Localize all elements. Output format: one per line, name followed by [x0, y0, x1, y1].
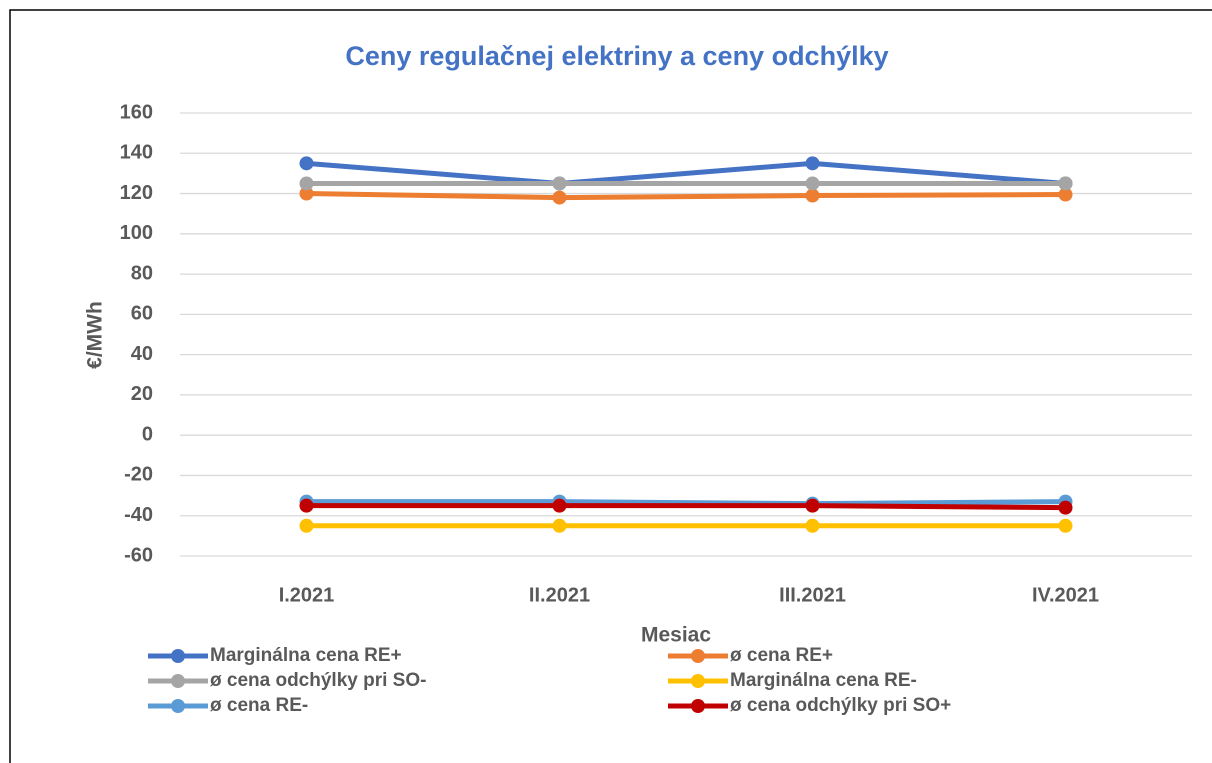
point: [552, 176, 567, 191]
point: [805, 188, 820, 203]
y-tick-label: -60: [124, 544, 153, 566]
point: [552, 190, 567, 205]
legend-label: ø cena odchýlky pri SO-: [210, 670, 426, 691]
legend-marker: [691, 699, 705, 713]
point: [1058, 187, 1073, 202]
x-tick-label: III.2021: [779, 584, 846, 606]
series-line: [306, 191, 1066, 201]
point: [299, 176, 314, 191]
legend-label: ø cena RE-: [210, 695, 308, 716]
point: [1058, 500, 1073, 515]
legend-marker: [171, 699, 185, 713]
point: [1058, 176, 1073, 191]
x-axis-label: Mesiac: [641, 624, 711, 647]
legend-marker: [691, 674, 705, 688]
y-tick-label: -40: [124, 504, 153, 526]
y-tick-label: 20: [131, 383, 153, 405]
point: [299, 518, 314, 533]
point: [552, 498, 567, 513]
legend-marker: [171, 649, 185, 663]
y-tick-label: 60: [131, 303, 153, 325]
y-tick-label: -20: [124, 464, 153, 486]
point: [805, 498, 820, 513]
point: [805, 176, 820, 191]
y-tick-label: 0: [142, 423, 153, 445]
y-tick-label: 80: [131, 262, 153, 284]
point: [805, 518, 820, 533]
y-tick-label: 160: [120, 101, 153, 123]
y-tick-label: 100: [120, 222, 153, 244]
y-tick-label: 140: [120, 142, 153, 164]
x-tick-label: IV.2021: [1032, 584, 1099, 606]
series-line: [306, 499, 1066, 507]
y-tick-label: 120: [120, 182, 153, 204]
point: [299, 156, 314, 171]
chart-title: Ceny regulačnej elektriny a ceny odchýlk…: [345, 41, 888, 71]
point: [1058, 518, 1073, 533]
y-axis-label: €/MWh: [84, 301, 107, 369]
series-line: [306, 160, 1066, 186]
legend-label: ø cena RE+: [730, 645, 833, 666]
legend-marker: [171, 674, 185, 688]
legend-label: Marginálna cena RE-: [730, 670, 917, 691]
point: [805, 156, 820, 171]
legend-marker: [691, 649, 705, 663]
series-line: [306, 503, 1066, 511]
legend-label: ø cena odchýlky pri SO+: [730, 695, 951, 716]
y-tick-label: 40: [131, 343, 153, 365]
legend-label: Marginálna cena RE+: [210, 645, 402, 666]
point: [299, 498, 314, 513]
x-tick-label: I.2021: [279, 584, 335, 606]
chart-border: [9, 9, 1212, 763]
point: [552, 518, 567, 533]
point: [299, 186, 314, 201]
x-tick-label: II.2021: [529, 584, 590, 606]
